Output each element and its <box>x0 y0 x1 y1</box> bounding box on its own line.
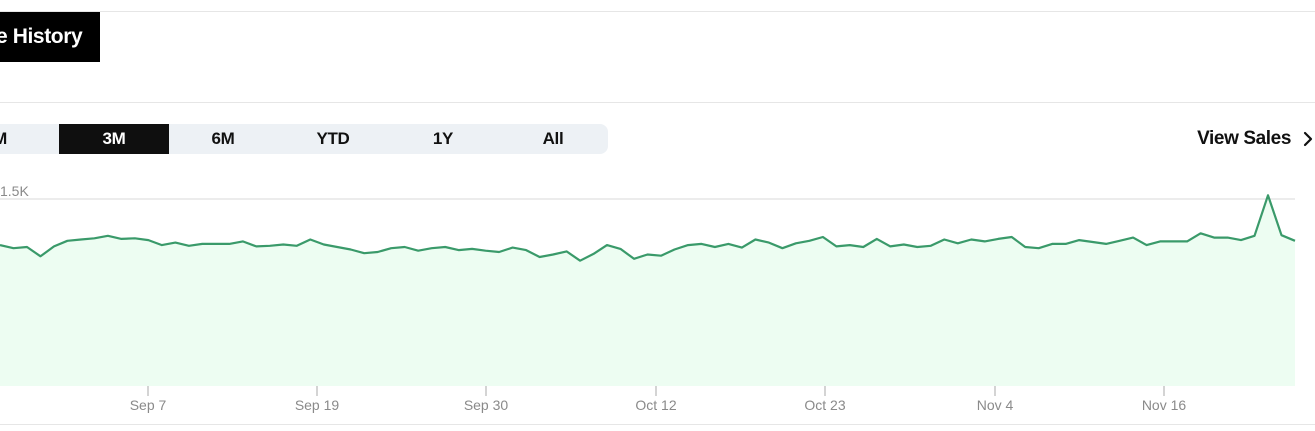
chart-series-line <box>0 194 1296 262</box>
chart-area-fill <box>0 195 1295 386</box>
range-tab-ytd[interactable]: YTD <box>316 129 350 148</box>
bottom-divider <box>0 424 1315 425</box>
view-sales-link[interactable]: View Sales <box>1175 124 1315 154</box>
top-divider <box>0 11 1315 12</box>
x-tick-label: Sep 30 <box>464 397 509 413</box>
view-sales-label: View Sales <box>1197 128 1291 149</box>
range-tab-3m[interactable]: 3M <box>59 124 169 154</box>
x-tick-label: Sep 7 <box>130 397 167 413</box>
range-tab-1m[interactable]: M <box>0 124 55 154</box>
x-tick-label: Nov 16 <box>1142 397 1187 413</box>
chevron-right-icon <box>1303 131 1313 147</box>
x-tick-label: Oct 12 <box>635 397 676 413</box>
header-divider <box>0 102 1315 103</box>
time-range-selector: M 3M 6M YTD 1Y All <box>0 124 608 154</box>
section-title: e History <box>0 12 100 62</box>
range-tab-6m[interactable]: 6M <box>211 129 235 148</box>
x-tick-label: Nov 4 <box>977 397 1014 413</box>
x-axis: Sep 7 Sep 19 Sep 30 Oct 12 Oct 23 Nov 4 Nov 16 <box>130 386 1187 413</box>
x-tick-label: Oct 23 <box>804 397 845 413</box>
section-title-text: e History <box>0 25 83 48</box>
x-tick-label: Sep 19 <box>295 397 340 413</box>
y-tick-label: 1.5K <box>0 183 29 199</box>
range-tab-1y[interactable]: 1Y <box>432 129 454 148</box>
range-tab-all[interactable]: All <box>542 129 564 148</box>
